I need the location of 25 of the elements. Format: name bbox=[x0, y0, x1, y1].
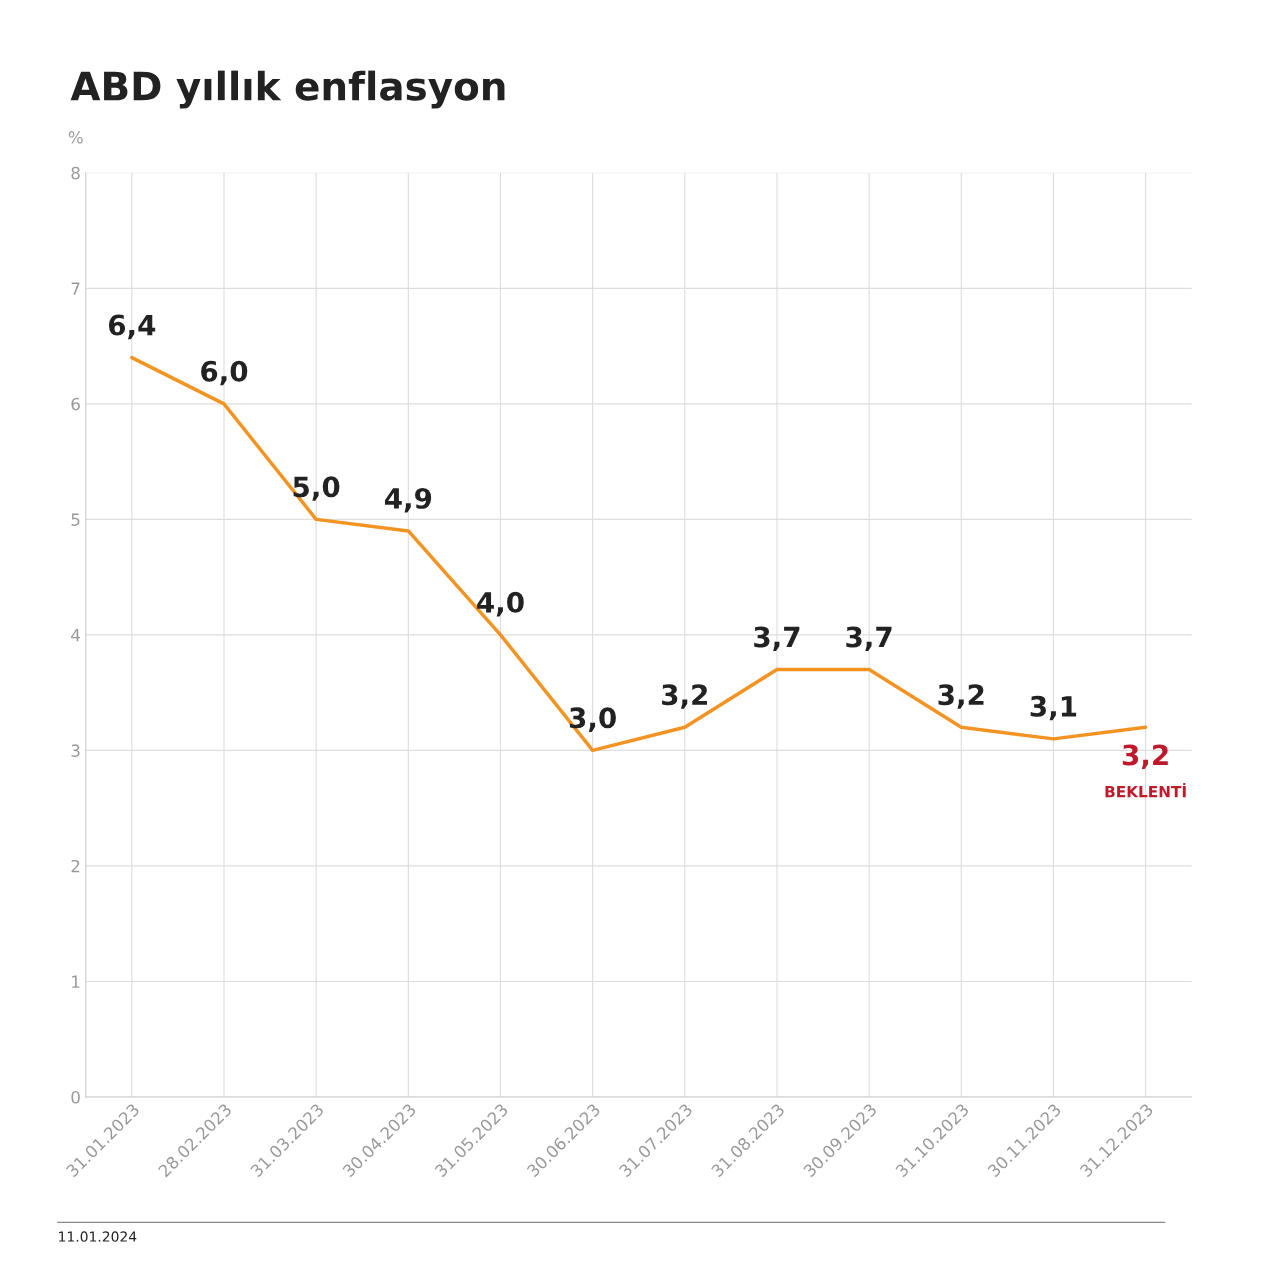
annotation: 3,2 bbox=[1122, 744, 1168, 770]
y-tick-label: 5 bbox=[71, 513, 80, 526]
y-tick-label: 0 bbox=[71, 1090, 80, 1104]
y-tick-label: 7 bbox=[71, 282, 80, 295]
y-tick-label: 8 bbox=[71, 166, 80, 180]
text: 11.01.2024 bbox=[59, 1231, 137, 1242]
data-label: 6,4 bbox=[108, 314, 156, 340]
data-label: 3,2 bbox=[938, 684, 984, 709]
data-label: 5,0 bbox=[293, 476, 340, 501]
y-tick-label: 6 bbox=[71, 397, 80, 411]
data-label: 4,9 bbox=[384, 487, 432, 513]
y-axis-title: % bbox=[68, 130, 83, 144]
data-label: 3,2 bbox=[662, 684, 707, 709]
data-label: 6,0 bbox=[201, 360, 248, 386]
chart-title: ABD yıllık enflasyon bbox=[70, 70, 505, 109]
data-label: 3,0 bbox=[569, 707, 616, 732]
y-tick-label: 1 bbox=[72, 975, 80, 988]
annotation: BEKLENTİ bbox=[1105, 783, 1186, 798]
y-tick-label: 3 bbox=[71, 744, 80, 757]
data-label: 4,0 bbox=[477, 591, 524, 617]
y-tick-label: 2 bbox=[71, 859, 80, 873]
data-label: 3,1 bbox=[1030, 695, 1077, 721]
data-label: 3,7 bbox=[846, 626, 892, 652]
y-tick-label: 4 bbox=[71, 629, 80, 642]
data-label: 3,7 bbox=[754, 626, 800, 652]
